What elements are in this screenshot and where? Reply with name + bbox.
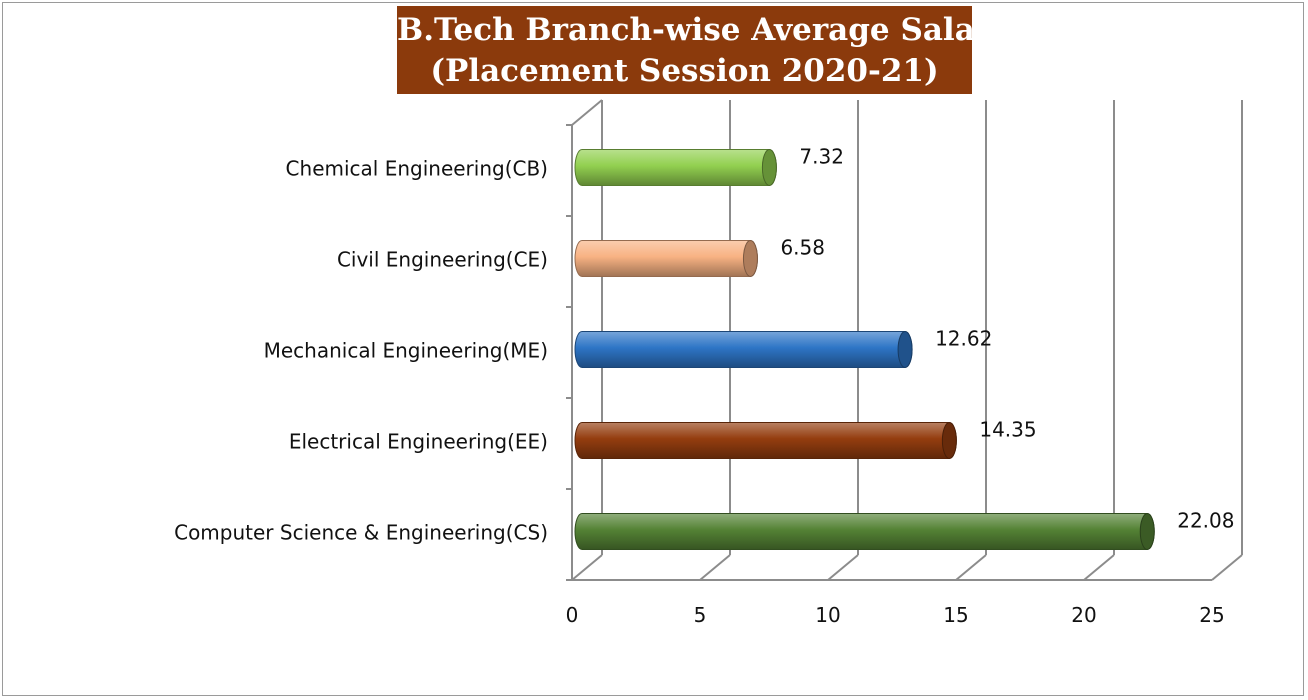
chart-title-line1: B.Tech Branch-wise Average Salary <box>397 12 1010 48</box>
floor-gridline-20 <box>1083 554 1115 581</box>
chart-title: B.Tech Branch-wise Average Salary (Place… <box>397 6 1010 94</box>
value-label-2: 12.62 <box>935 327 992 351</box>
value-label-1: 6.58 <box>780 236 825 260</box>
floor-gridline-5 <box>699 554 731 581</box>
bars <box>574 149 1155 550</box>
x-tick-label-5: 5 <box>694 603 707 627</box>
category-label-0: Chemical Engineering(CB) <box>286 157 548 181</box>
value-label-0: 7.32 <box>799 145 844 169</box>
floor-gridline-0 <box>571 554 603 581</box>
bar-cap-1 <box>742 240 758 277</box>
y-axis-top-edge <box>571 99 603 126</box>
category-label-3: Electrical Engineering(EE) <box>289 430 548 454</box>
bar-cap-4 <box>1139 513 1155 550</box>
bar-cap-3 <box>941 422 957 459</box>
floor-gridline-10 <box>827 554 859 581</box>
bar-4 <box>574 513 1155 550</box>
x-tick-label-20: 20 <box>1071 603 1096 627</box>
x-tick-label-25: 25 <box>1199 603 1224 627</box>
bar-2 <box>574 331 913 368</box>
bar-cap-2 <box>897 331 913 368</box>
category-label-4: Computer Science & Engineering(CS) <box>174 521 548 545</box>
value-label-3: 14.35 <box>979 418 1036 442</box>
chart-title-line2: (Placement Session 2020-21) <box>430 53 939 89</box>
bar-3 <box>574 422 957 459</box>
x-tick-label-15: 15 <box>943 603 968 627</box>
category-label-1: Civil Engineering(CE) <box>337 248 548 272</box>
value-label-4: 22.08 <box>1177 509 1234 533</box>
bar-1 <box>574 240 758 277</box>
bar-cap-0 <box>761 149 777 186</box>
category-label-2: Mechanical Engineering(ME) <box>264 339 548 363</box>
labels: 0 5 10 15 20 25 Chemical Engineering(CB) 7.32 Ci… <box>174 145 1234 628</box>
floor-gridline-15 <box>955 554 987 581</box>
floor-gridline-25 <box>1211 554 1243 581</box>
bar-0 <box>574 149 777 186</box>
axes <box>566 99 1212 581</box>
x-tick-label-0: 0 <box>566 603 579 627</box>
x-tick-label-10: 10 <box>815 603 840 627</box>
